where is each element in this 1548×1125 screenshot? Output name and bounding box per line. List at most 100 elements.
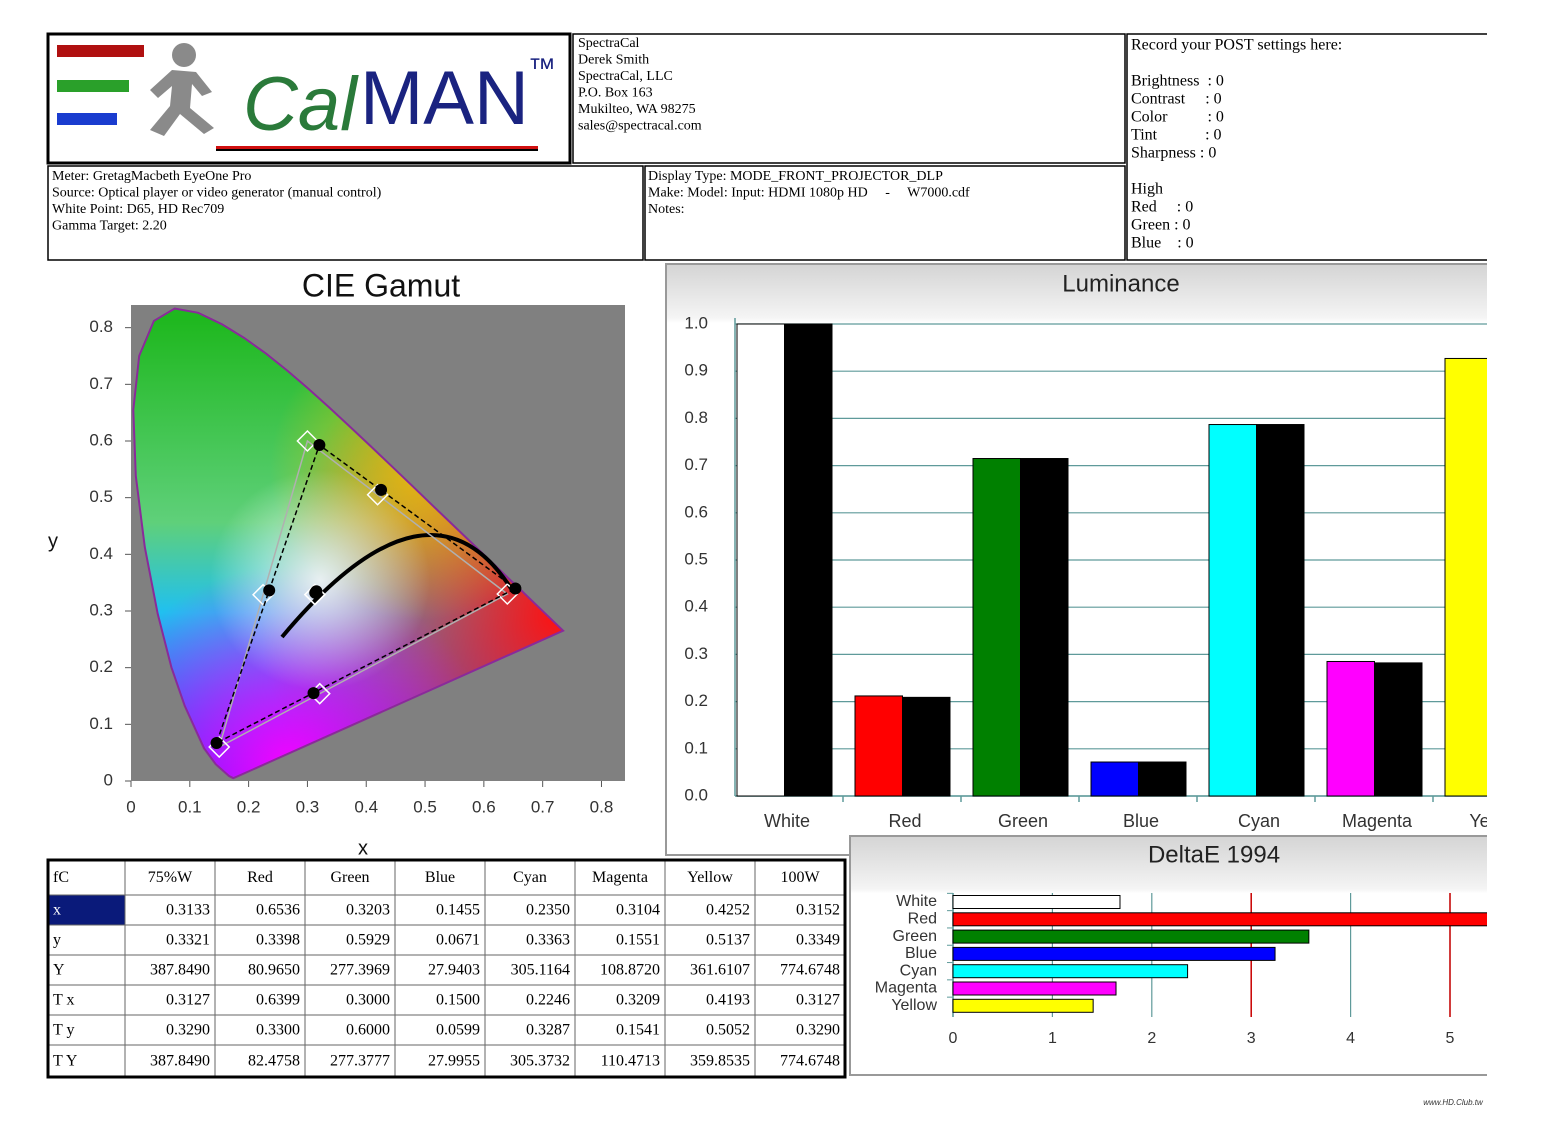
- post-line: Green : 0: [1131, 217, 1191, 234]
- table-border: [46, 858, 847, 1079]
- table-text: 80.9650: [248, 962, 300, 979]
- table-cell: [394, 1014, 486, 1046]
- post-box: [1126, 33, 1487, 261]
- x-tick-label: Cyan: [1238, 811, 1280, 831]
- table-cell: [394, 1044, 486, 1078]
- display-line: Make: Model: Input: HDMI 1080p HD - W700…: [648, 186, 970, 201]
- x-tick-label: 0.2: [237, 797, 261, 816]
- table-cell: [47, 859, 126, 896]
- y-tick-label: 0.5: [89, 487, 113, 506]
- table-text: 0.2350: [526, 902, 570, 919]
- y-tick-label: 1.0: [684, 313, 708, 332]
- bar: [1208, 424, 1257, 797]
- measured-point: [375, 483, 388, 496]
- table-text: 0.6536: [256, 902, 300, 919]
- table-cell: [664, 984, 756, 1016]
- page-content: Cal MAN ™ SpectraCal Derek SmithSpectraCa…: [46, 32, 1521, 1079]
- table-text: 27.9955: [428, 1053, 480, 1070]
- watermark: www.HD.Club.tw: [1423, 1098, 1484, 1107]
- logo-bar: [57, 45, 144, 57]
- table-cell: [124, 924, 216, 956]
- company-line: Mukilteo, WA 98275: [578, 102, 696, 117]
- bar: [952, 964, 1189, 979]
- table-text: 0.3290: [166, 1022, 210, 1039]
- meter-line: Source: Optical player or video generato…: [52, 186, 382, 201]
- bar: [784, 323, 833, 797]
- y-tick-label: Green: [893, 928, 937, 945]
- table-text: 0.1541: [616, 1022, 660, 1039]
- y-tick-label: Red: [908, 911, 937, 928]
- meter-line: White Point: D65, HD Rec709: [52, 202, 224, 217]
- x-tick-label: 3: [1247, 1030, 1256, 1047]
- bar: [1090, 761, 1139, 797]
- table-cell: [394, 894, 486, 926]
- table-text: 277.3777: [330, 1053, 390, 1070]
- table-cell: [574, 894, 666, 926]
- table-text: fC: [53, 869, 69, 886]
- gamut-triangle: [218, 439, 509, 749]
- y-tick-label: White: [896, 893, 937, 910]
- bar: [952, 981, 1117, 996]
- table-cell: [304, 984, 396, 1016]
- company-box: [572, 33, 1126, 164]
- table-text: 27.9403: [428, 962, 480, 979]
- post-line: Record your POST settings here:: [1131, 37, 1342, 54]
- table-cell: [124, 984, 216, 1016]
- table-text: 0.3287: [526, 1022, 570, 1039]
- table-text: 0.3127: [796, 992, 840, 1009]
- table-cell: [664, 894, 756, 926]
- y-tick-label: Blue: [905, 945, 937, 962]
- table-text: 359.8535: [690, 1053, 750, 1070]
- company-line: SpectraCal, LLC: [578, 69, 673, 84]
- table-text: 0.3398: [256, 932, 300, 949]
- y-tick-label: 0.1: [89, 714, 113, 733]
- table-cell: [47, 894, 126, 926]
- table-text: 0.3349: [796, 932, 840, 949]
- table-cell: [304, 924, 396, 956]
- table-text: 0.3152: [796, 902, 840, 919]
- table-text: 305.1164: [511, 962, 570, 979]
- table-cell: [754, 924, 846, 956]
- table-cell: [484, 924, 576, 956]
- table-text: Magenta: [592, 869, 648, 886]
- table-text: x: [53, 902, 61, 919]
- x-tick-label: Magenta: [1342, 811, 1413, 831]
- y-tick-label: 0.9: [684, 361, 708, 380]
- table-cell: [124, 954, 216, 986]
- post-line: Sharpness : 0: [1131, 145, 1216, 162]
- bar: [1326, 660, 1375, 797]
- table-text: Blue: [425, 869, 455, 886]
- y-tick-label: Magenta: [875, 980, 937, 997]
- table-text: 361.6107: [690, 962, 750, 979]
- company-line: SpectraCal: [578, 36, 640, 51]
- post-line: Contrast : 0: [1131, 91, 1222, 108]
- table-cell: [124, 1044, 216, 1078]
- table-text: 0.3300: [256, 1022, 300, 1039]
- table-text: 774.6748: [780, 962, 840, 979]
- x-tick-label: Green: [998, 811, 1048, 831]
- table-text: T Y: [53, 1053, 78, 1070]
- bar: [952, 998, 1094, 1013]
- y-tick-label: 0.6: [684, 502, 708, 521]
- company-line: Derek Smith: [578, 53, 649, 68]
- table-cell: [124, 1014, 216, 1046]
- table-cell: [574, 924, 666, 956]
- logo-tm: ™: [528, 52, 556, 83]
- measured-point: [263, 584, 276, 597]
- table-cell: [47, 954, 126, 986]
- chart-title: Luminance: [1062, 270, 1179, 297]
- y-tick-label: 0.5: [684, 549, 708, 568]
- x-tick-label: Yellow: [1469, 811, 1521, 831]
- table-text: 305.3732: [510, 1053, 570, 1070]
- y-tick-label: 0: [104, 770, 113, 789]
- table-cell: [574, 984, 666, 1016]
- table-text: 0.2246: [526, 992, 570, 1009]
- table-text: 0.5929: [346, 932, 390, 949]
- table-cell: [214, 1044, 306, 1078]
- post-line: Color : 0: [1131, 109, 1224, 126]
- x-tick-label: 0.6: [472, 797, 496, 816]
- logo-underline: [216, 149, 538, 151]
- y-tick-label: 0.4: [684, 597, 708, 616]
- x-tick-label: 1: [1048, 1030, 1057, 1047]
- table-cell: [304, 894, 396, 926]
